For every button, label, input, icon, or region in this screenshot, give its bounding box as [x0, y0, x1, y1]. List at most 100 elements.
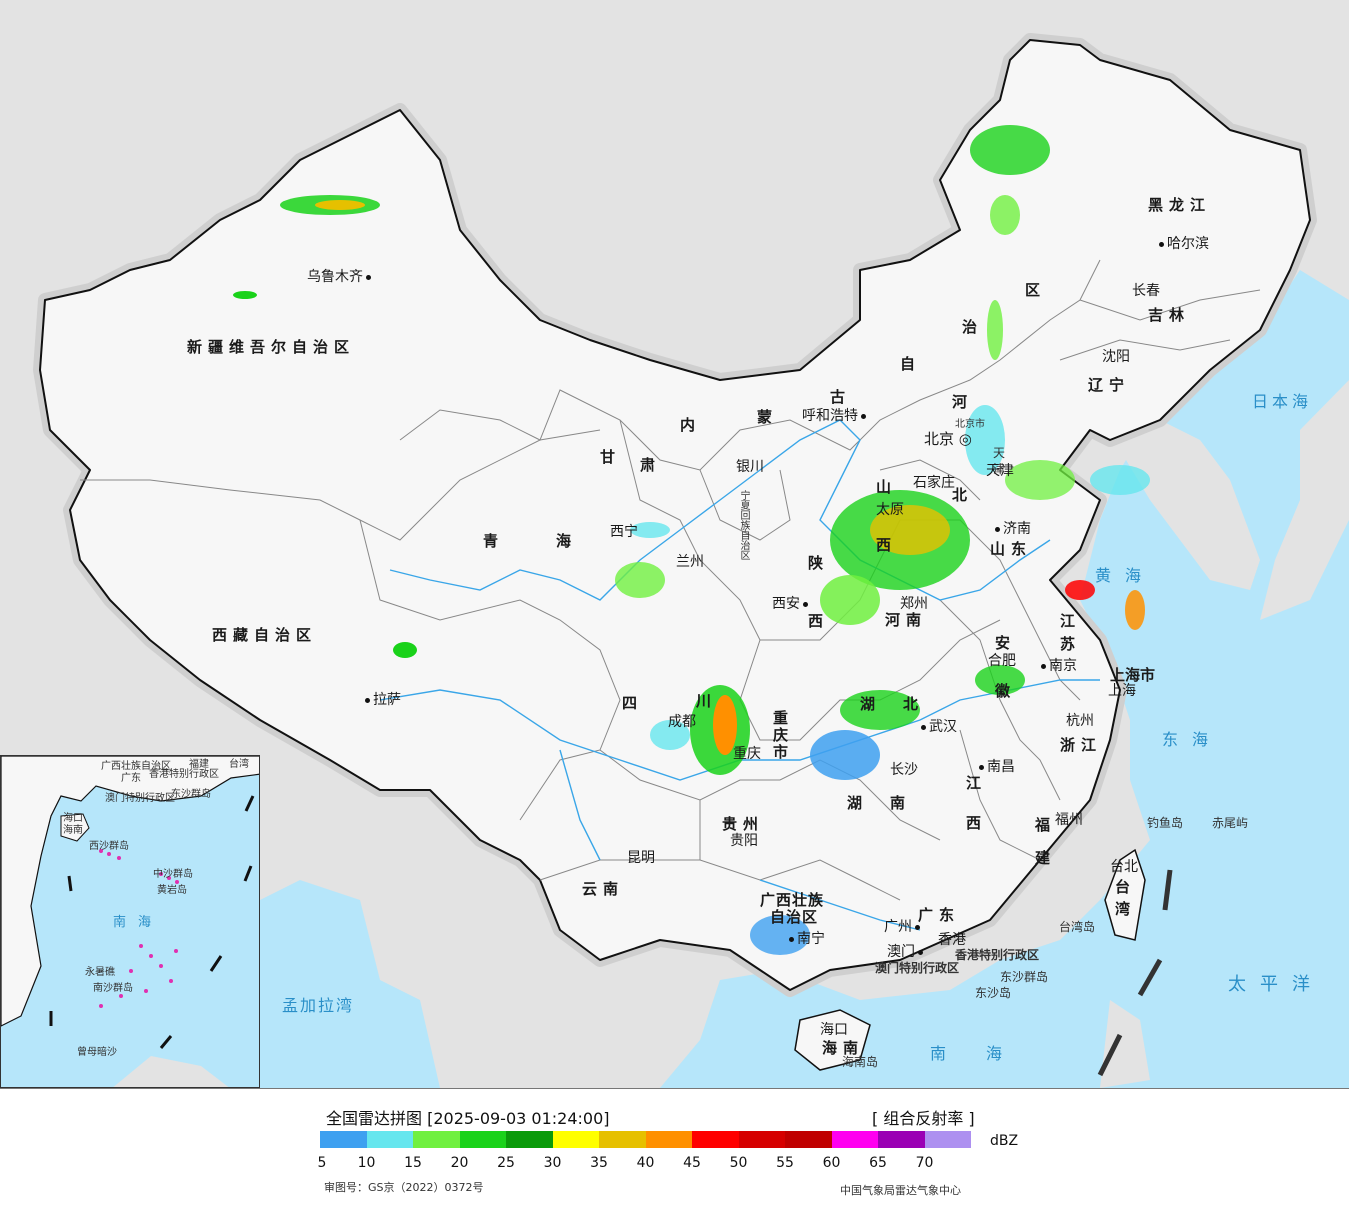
- south-china-sea-inset: 广西壮族自治区 广东 福建 台湾 香港特别行政区 澳门特别行政区 东沙群岛 海口…: [0, 755, 260, 1088]
- city-dot: [918, 949, 923, 955]
- inset-guangdong: 广东: [121, 773, 141, 784]
- legend-title: 全国雷达拼图 [2025-09-03 01:24:00]: [326, 1109, 610, 1128]
- city-shenyang: 沈阳: [1102, 349, 1130, 365]
- inset-dongsha: 东沙群岛: [171, 789, 211, 800]
- scale-tick-label: 50: [729, 1155, 748, 1171]
- city-shanghai: 上海: [1108, 683, 1136, 699]
- radar-map: 新疆维吾尔自治区 西藏自治区 青 海 甘 肃 内 蒙 古 自 治 区 黑龙江 吉…: [0, 0, 1349, 1089]
- city-dot: [1041, 663, 1046, 669]
- legend-panel: 全国雷达拼图 [2025-09-03 01:24:00] [ 组合反射率 ] d…: [0, 1089, 1349, 1208]
- label-zhejiang: 浙江: [1060, 736, 1103, 754]
- city-dot: [365, 697, 370, 703]
- city-hongkong: 香港: [938, 932, 966, 948]
- city-tianjin: 天津: [986, 463, 1014, 479]
- color-swatch: [785, 1131, 832, 1148]
- philippines-land: [1100, 1000, 1150, 1088]
- label-heilongjiang: 黑龙江: [1148, 196, 1212, 214]
- city-chongqing: 重庆: [733, 746, 761, 762]
- label-fujian-2: 建: [1035, 849, 1057, 867]
- inset-hainan: 海南: [63, 825, 83, 836]
- korea-japan-land: [1120, 420, 1260, 590]
- label-jilin: 吉林: [1148, 306, 1191, 324]
- label-shanxi-1: 山: [876, 478, 898, 496]
- label-hubei-1: 湖: [860, 695, 882, 713]
- label-hebei-2: 北: [952, 486, 974, 504]
- label-fujian-1: 福: [1035, 816, 1057, 834]
- scale-tick-label: 65: [869, 1155, 887, 1171]
- label-gansu-1: 甘: [600, 448, 622, 466]
- maritime-dashes: [1097, 869, 1173, 1077]
- color-swatch: [692, 1131, 739, 1148]
- inset-south-sea: 南海: [113, 915, 164, 930]
- label-neimenggu-6: 区: [1025, 281, 1047, 299]
- inset-macau: 澳门特别行政区: [105, 793, 175, 804]
- approval-number: 审图号：GS京（2022）0372号: [324, 1181, 484, 1194]
- label-shaanxi-2: 西: [808, 612, 830, 630]
- label-anhui-2: 徽: [995, 682, 1017, 700]
- city-xining: 西宁: [610, 524, 638, 540]
- bengal-ocean: [260, 880, 440, 1088]
- label-liaoning: 辽宁: [1088, 376, 1131, 394]
- scale-tick-label: 60: [822, 1155, 841, 1171]
- inset-land: [1, 756, 259, 1027]
- label-anhui-1: 安: [995, 634, 1017, 652]
- city-dot: [1159, 241, 1164, 247]
- color-swatch: [645, 1131, 692, 1148]
- scale-tick-label: 55: [776, 1155, 794, 1171]
- label-neimenggu-2: 蒙: [757, 408, 779, 426]
- scale-tick-label: 45: [683, 1155, 701, 1171]
- label-guizhou: 贵州: [722, 815, 765, 833]
- inset-fujian: 福建: [189, 759, 209, 770]
- scale-tick-label: 40: [636, 1155, 655, 1171]
- color-swatch: [320, 1131, 367, 1148]
- inset-hainan: [60, 813, 90, 842]
- color-scale-bar: [320, 1131, 971, 1148]
- color-swatch: [831, 1131, 878, 1148]
- city-yinchuan: 银川: [736, 459, 764, 475]
- island-taiwan: 台湾岛: [1059, 920, 1096, 934]
- color-swatch: [878, 1131, 925, 1148]
- inset-map-svg: [1, 756, 259, 1087]
- inset-xisha: 西沙群岛: [89, 841, 129, 852]
- city-changchun: 长春: [1132, 283, 1160, 299]
- city-dot: [861, 413, 866, 419]
- city-dot: [995, 526, 1000, 532]
- island-dongsha: 东沙岛: [975, 986, 1012, 1000]
- city-macau: 澳门: [887, 945, 926, 959]
- city-chengdu: 成都: [668, 714, 696, 730]
- label-ningxia: 宁夏回族自治区: [738, 490, 749, 560]
- inset-nansha: 南沙群岛: [93, 983, 133, 994]
- city-harbin: 哈尔滨: [1156, 237, 1209, 251]
- label-sichuan-1: 四: [622, 694, 644, 712]
- label-hunan-2: 南: [890, 794, 912, 812]
- label-hainan: 海南: [822, 1039, 865, 1057]
- inset-taiwan: 台湾: [229, 759, 249, 770]
- inset-zengmu: 曾母暗沙: [77, 1047, 117, 1058]
- legend-product: [ 组合反射率 ]: [872, 1109, 975, 1128]
- label-shandong: 山东: [990, 540, 1033, 558]
- island-dongsha-group: 东沙群岛: [1000, 970, 1049, 984]
- label-taiwan-1: 台: [1115, 878, 1137, 896]
- city-changsha: 长沙: [890, 762, 918, 778]
- city-guiyang: 贵阳: [730, 833, 758, 849]
- scale-tick-label: 70: [915, 1155, 934, 1171]
- scale-tick-label: 20: [450, 1155, 469, 1171]
- taiwan-island: [1104, 848, 1146, 941]
- city-guangzhou: 广州: [884, 920, 923, 934]
- city-hohhot: 呼和浩特: [802, 409, 869, 423]
- city-nanning: 南宁: [786, 932, 825, 946]
- city-nanchang: 南昌: [976, 760, 1015, 774]
- inset-huangyan: 黄岩岛: [157, 885, 187, 896]
- label-neimenggu-4: 自: [900, 355, 922, 373]
- sea-east: 东海: [1162, 730, 1223, 749]
- label-jiangxi-2: 西: [966, 814, 988, 832]
- label-shanxi-2: 西: [876, 536, 898, 554]
- label-guangdong: 广东: [918, 906, 961, 924]
- label-jiangsu-2: 苏: [1060, 635, 1082, 653]
- radar-echoes: [233, 125, 1150, 955]
- label-xinjiang: 新疆维吾尔自治区: [187, 338, 356, 356]
- label-qinghai-1: 青: [483, 532, 505, 550]
- label-neimenggu-3: 古: [830, 388, 852, 406]
- label-tianjin-2: 津: [993, 462, 1006, 476]
- city-urumqi: 乌鲁木齐: [307, 270, 374, 284]
